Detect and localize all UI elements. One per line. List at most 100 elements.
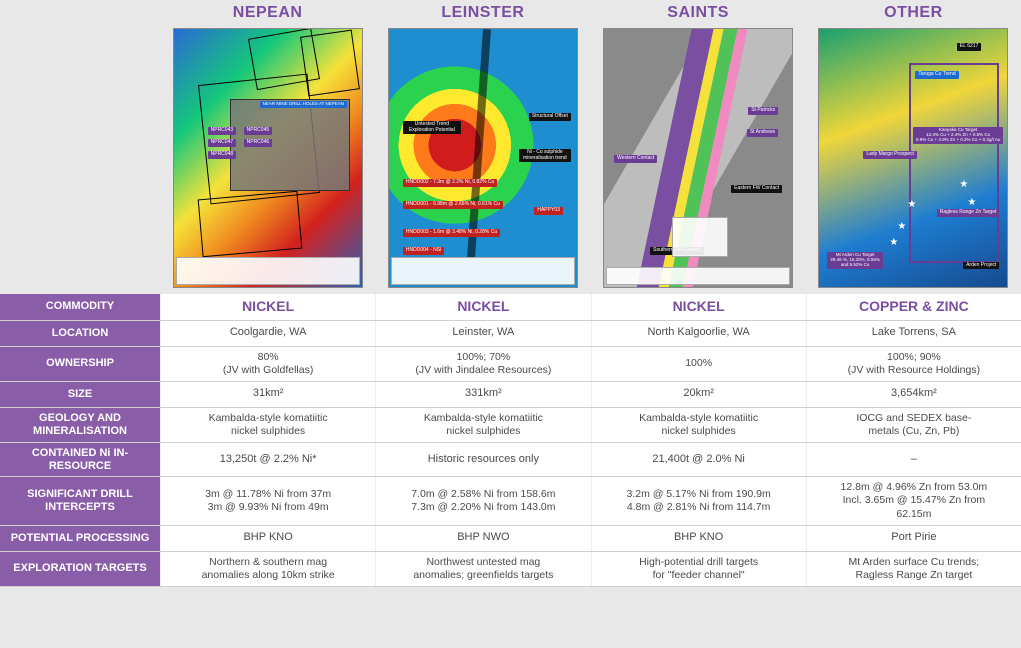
intercept-label: HNDD004 - NSI bbox=[403, 247, 445, 255]
cell: 20km² bbox=[591, 382, 806, 407]
hole-label: NPRC047 bbox=[208, 139, 237, 147]
star-icon: ★ bbox=[959, 179, 968, 190]
cell: 3,654km² bbox=[806, 382, 1021, 407]
cell: Port Pirie bbox=[806, 526, 1021, 551]
cell: 80%(JV with Goldfellas) bbox=[160, 347, 375, 381]
cell: 3m @ 11.78% Ni from 37m3m @ 9.93% Ni fro… bbox=[160, 477, 375, 524]
cell: Kambalda-style komatiiticnickel sulphide… bbox=[160, 408, 375, 442]
cell: 100%; 70%(JV with Jindalee Resources) bbox=[375, 347, 590, 381]
intercept-label: HNDD002 - 7.3m @ 2.2% Ni, 0.82% Cu bbox=[403, 179, 497, 187]
map-saints: St Patricks St Andrews Western Contact E… bbox=[603, 28, 793, 288]
map-label: Western Contact bbox=[614, 155, 657, 163]
intercept-label: HNDD001 - 6.98m @ 2.66% Ni, 0.61% Cu bbox=[403, 201, 503, 209]
inset-title: NEAR MINE DRILL HOLES AT NEPEAN bbox=[260, 101, 347, 108]
data-row: SIGNIFICANT DRILL INTERCEPTS3m @ 11.78% … bbox=[0, 477, 1021, 525]
data-row: CONTAINED Ni IN-RESOURCE13,250t @ 2.2% N… bbox=[0, 443, 1021, 477]
map-label: Eastern FW Contact bbox=[731, 185, 782, 193]
map-other: EL 6217 Taruga Cu Trend Kanyaka Cu Targe… bbox=[818, 28, 1008, 288]
row-label: POTENTIAL PROCESSING bbox=[0, 526, 160, 551]
cell: Kambalda-style komatiiticnickel sulphide… bbox=[375, 408, 590, 442]
data-row: OWNERSHIP80%(JV with Goldfellas)100%; 70… bbox=[0, 347, 1021, 382]
col-saints: SAINTS St Patricks St Andrews Western Co… bbox=[591, 0, 806, 294]
row-label: OWNERSHIP bbox=[0, 347, 160, 381]
cell: COPPER & ZINC bbox=[806, 294, 1021, 320]
col-leinster: LEINSTER Untested Trend Exploration Pote… bbox=[375, 0, 590, 294]
header-row: NEPEAN NEAR MINE DRILL HOLES AT NEPEAN N… bbox=[0, 0, 1021, 294]
hole-label: NPRC043 bbox=[208, 127, 237, 135]
map-label: St Andrews bbox=[747, 129, 778, 137]
col-other: OTHER EL 6217 Taruga Cu Trend Kanyaka Cu… bbox=[806, 0, 1021, 294]
map-label: EL 6217 bbox=[957, 43, 981, 51]
cell: Northwest untested maganomalies; greenfi… bbox=[375, 552, 590, 586]
data-row: EXPLORATION TARGETSNorthern & southern m… bbox=[0, 552, 1021, 587]
map-legend bbox=[391, 257, 575, 285]
cell: 100% bbox=[591, 347, 806, 381]
cell: BHP KNO bbox=[160, 526, 375, 551]
map-label: Arden Project bbox=[963, 262, 999, 270]
map-leinster: Untested Trend Exploration Potential Str… bbox=[388, 28, 578, 288]
project-title: NEPEAN bbox=[160, 0, 375, 28]
cell: 21,400t @ 2.0% Ni bbox=[591, 443, 806, 476]
cell: BHP KNO bbox=[591, 526, 806, 551]
map-label: St Patricks bbox=[748, 107, 778, 115]
map-legend bbox=[606, 267, 790, 285]
project-title: LEINSTER bbox=[375, 0, 590, 28]
cell: IOCG and SEDEX base-metals (Cu, Zn, Pb) bbox=[806, 408, 1021, 442]
map-nepean: NEAR MINE DRILL HOLES AT NEPEAN NPRC043 … bbox=[173, 28, 363, 288]
star-icon: ★ bbox=[889, 237, 898, 248]
cell: 31km² bbox=[160, 382, 375, 407]
intercept-label: HNDD003 - 1.6m @ 3.48% Ni, 0.28% Cu bbox=[403, 229, 500, 237]
row-label: CONTAINED Ni IN-RESOURCE bbox=[0, 443, 160, 476]
tenement-outline bbox=[909, 63, 999, 263]
cell: 3.2m @ 5.17% Ni from 190.9m4.8m @ 2.81% … bbox=[591, 477, 806, 524]
map-label: Mt Arden Cu Target 29.46 %, 15.20%, 8.55… bbox=[827, 252, 883, 269]
row-label: LOCATION bbox=[0, 321, 160, 346]
cell: High-potential drill targetsfor "feeder … bbox=[591, 552, 806, 586]
cell: 12.8m @ 4.96% Zn from 53.0mIncl. 3.65m @… bbox=[806, 477, 1021, 524]
project-title: SAINTS bbox=[591, 0, 806, 28]
map-label: Untested Trend Exploration Potential bbox=[403, 121, 461, 134]
data-row: POTENTIAL PROCESSINGBHP KNOBHP NWOBHP KN… bbox=[0, 526, 1021, 552]
intercept-label: HAPPY03 bbox=[534, 207, 563, 215]
row-label: SIGNIFICANT DRILL INTERCEPTS bbox=[0, 477, 160, 524]
cell: NICKEL bbox=[375, 294, 590, 320]
cell: Kambalda-style komatiiticnickel sulphide… bbox=[591, 408, 806, 442]
data-row: GEOLOGY AND MINERALISATIONKambalda-style… bbox=[0, 408, 1021, 443]
cell: 7.0m @ 2.58% Ni from 158.6m7.3m @ 2.20% … bbox=[375, 477, 590, 524]
cell: NICKEL bbox=[160, 294, 375, 320]
cell: 100%; 90%(JV with Resource Holdings) bbox=[806, 347, 1021, 381]
star-icon: ★ bbox=[967, 197, 976, 208]
cell: 331km² bbox=[375, 382, 590, 407]
row-label: COMMODITY bbox=[0, 294, 160, 320]
comparison-table: NEPEAN NEAR MINE DRILL HOLES AT NEPEAN N… bbox=[0, 0, 1021, 587]
data-row: SIZE31km²331km²20km²3,654km² bbox=[0, 382, 1021, 408]
hole-label: NPRC046 bbox=[244, 139, 273, 147]
tenement-outline bbox=[197, 191, 302, 257]
cell: NICKEL bbox=[591, 294, 806, 320]
cell: BHP NWO bbox=[375, 526, 590, 551]
cell: Coolgardie, WA bbox=[160, 321, 375, 346]
col-nepean: NEPEAN NEAR MINE DRILL HOLES AT NEPEAN N… bbox=[160, 0, 375, 294]
data-row: LOCATIONCoolgardie, WALeinster, WANorth … bbox=[0, 321, 1021, 347]
star-icon: ★ bbox=[907, 199, 916, 210]
data-row: COMMODITYNICKELNICKELNICKELCOPPER & ZINC bbox=[0, 294, 1021, 321]
map-label: Lady Margo Prospect bbox=[863, 151, 917, 159]
map-label: Taruga Cu Trend bbox=[915, 71, 958, 79]
hole-label: NPRC045 bbox=[244, 127, 273, 135]
project-title: OTHER bbox=[806, 0, 1021, 28]
map-legend bbox=[176, 257, 360, 285]
cell: – bbox=[806, 443, 1021, 476]
cell: Lake Torrens, SA bbox=[806, 321, 1021, 346]
map-legend-mini bbox=[672, 217, 728, 257]
cell: Leinster, WA bbox=[375, 321, 590, 346]
star-icon: ★ bbox=[897, 221, 906, 232]
rows-container: COMMODITYNICKELNICKELNICKELCOPPER & ZINC… bbox=[0, 294, 1021, 587]
cell: 13,250t @ 2.2% Ni* bbox=[160, 443, 375, 476]
cell: North Kalgoorlie, WA bbox=[591, 321, 806, 346]
row-label: SIZE bbox=[0, 382, 160, 407]
cell: Historic resources only bbox=[375, 443, 590, 476]
map-label: Kanyaka Cu Target 12.4% Cu + 2.4% Zn + 0… bbox=[913, 127, 1003, 144]
map-label: Ragless Range Zn Target bbox=[937, 209, 1000, 217]
row-label: GEOLOGY AND MINERALISATION bbox=[0, 408, 160, 442]
cell: Northern & southern maganomalies along 1… bbox=[160, 552, 375, 586]
